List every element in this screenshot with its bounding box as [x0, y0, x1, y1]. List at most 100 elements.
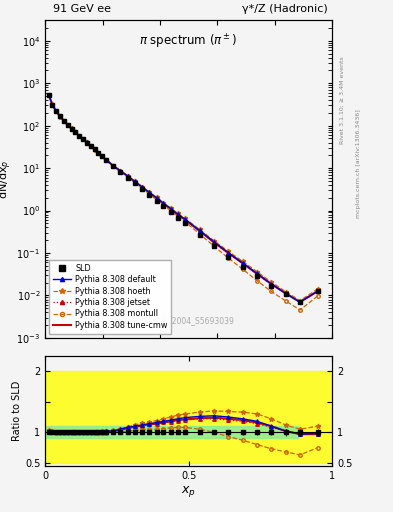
- Pythia 8.308 jetset: [140, 184, 145, 190]
- Pythia 8.308 tune-cmw: [197, 228, 202, 234]
- Pythia 8.308 default: [65, 122, 70, 128]
- Pythia 8.308 tune-cmw: [240, 260, 245, 266]
- Line: Pythia 8.308 montull: Pythia 8.308 montull: [47, 93, 320, 312]
- Pythia 8.308 montull: [154, 197, 159, 203]
- Pythia 8.308 tune-cmw: [50, 101, 55, 108]
- Pythia 8.308 tune-cmw: [226, 250, 231, 256]
- Pythia 8.308 jetset: [54, 108, 59, 114]
- Pythia 8.308 hoeth: [118, 167, 123, 174]
- Pythia 8.308 hoeth: [197, 226, 202, 232]
- Pythia 8.308 jetset: [169, 206, 173, 212]
- Pythia 8.308 montull: [69, 126, 74, 132]
- Pythia 8.308 default: [73, 129, 78, 135]
- Pythia 8.308 tune-cmw: [283, 290, 288, 296]
- Pythia 8.308 tune-cmw: [84, 139, 89, 145]
- Pythia 8.308 default: [104, 157, 108, 163]
- Pythia 8.308 montull: [175, 214, 180, 220]
- Pythia 8.308 tune-cmw: [61, 118, 66, 124]
- Pythia 8.308 default: [118, 168, 123, 174]
- Pythia 8.308 montull: [197, 231, 202, 237]
- Pythia 8.308 tune-cmw: [46, 92, 51, 98]
- Pythia 8.308 montull: [104, 157, 108, 163]
- Pythia 8.308 jetset: [61, 118, 66, 124]
- Pythia 8.308 default: [58, 113, 62, 119]
- Pythia 8.308 tune-cmw: [298, 299, 302, 305]
- Pythia 8.308 jetset: [118, 168, 123, 174]
- Pythia 8.308 default: [77, 133, 81, 139]
- Pythia 8.308 hoeth: [104, 157, 108, 163]
- Pythia 8.308 hoeth: [147, 189, 151, 195]
- Pythia 8.308 hoeth: [226, 248, 231, 254]
- Pythia 8.308 montull: [73, 130, 78, 136]
- Pythia 8.308 tune-cmw: [211, 239, 216, 245]
- Pythia 8.308 jetset: [255, 271, 259, 277]
- Pythia 8.308 montull: [46, 92, 51, 98]
- Pythia 8.308 default: [175, 211, 180, 218]
- Line: Pythia 8.308 hoeth: Pythia 8.308 hoeth: [46, 92, 320, 303]
- Pythia 8.308 hoeth: [161, 200, 166, 206]
- Pythia 8.308 default: [69, 125, 74, 132]
- Pythia 8.308 tune-cmw: [147, 189, 151, 196]
- Pythia 8.308 default: [255, 270, 259, 276]
- Pythia 8.308 jetset: [240, 261, 245, 267]
- Pythia 8.308 tune-cmw: [132, 179, 137, 185]
- Pythia 8.308 tune-cmw: [118, 168, 123, 174]
- Pythia 8.308 montull: [96, 150, 101, 156]
- Pythia 8.308 montull: [54, 108, 59, 114]
- Pythia 8.308 jetset: [211, 240, 216, 246]
- Pythia 8.308 default: [125, 173, 130, 179]
- Pythia 8.308 hoeth: [88, 143, 93, 149]
- Pythia 8.308 jetset: [50, 101, 55, 108]
- Pythia 8.308 default: [81, 136, 85, 142]
- Pythia 8.308 hoeth: [132, 178, 137, 184]
- Pythia 8.308 tune-cmw: [69, 125, 74, 132]
- Pythia 8.308 tune-cmw: [58, 113, 62, 119]
- Pythia 8.308 hoeth: [54, 108, 59, 114]
- Pythia 8.308 hoeth: [283, 289, 288, 295]
- Pythia 8.308 default: [211, 239, 216, 245]
- Pythia 8.308 tune-cmw: [81, 136, 85, 142]
- Pythia 8.308 hoeth: [100, 153, 105, 159]
- Pythia 8.308 montull: [50, 102, 55, 108]
- Pythia 8.308 hoeth: [81, 136, 85, 142]
- Pythia 8.308 tune-cmw: [104, 157, 108, 163]
- Pythia 8.308 jetset: [147, 189, 151, 196]
- Pythia 8.308 jetset: [58, 113, 62, 119]
- Line: Pythia 8.308 jetset: Pythia 8.308 jetset: [47, 93, 320, 304]
- Pythia 8.308 montull: [283, 298, 288, 304]
- Pythia 8.308 tune-cmw: [175, 211, 180, 218]
- Pythia 8.308 jetset: [77, 133, 81, 139]
- Pythia 8.308 hoeth: [46, 92, 51, 98]
- Pythia 8.308 tune-cmw: [54, 108, 59, 114]
- Pythia 8.308 tune-cmw: [183, 217, 187, 223]
- Pythia 8.308 hoeth: [77, 133, 81, 139]
- Pythia 8.308 jetset: [73, 129, 78, 135]
- Pythia 8.308 jetset: [197, 228, 202, 234]
- Pythia 8.308 montull: [240, 266, 245, 272]
- Pythia 8.308 tune-cmw: [255, 271, 259, 277]
- Pythia 8.308 montull: [183, 219, 187, 225]
- Pythia 8.308 tune-cmw: [125, 173, 130, 179]
- Pythia 8.308 jetset: [183, 217, 187, 223]
- Pythia 8.308 montull: [58, 114, 62, 120]
- Pythia 8.308 hoeth: [84, 139, 89, 145]
- Pythia 8.308 jetset: [104, 157, 108, 163]
- Pythia 8.308 jetset: [269, 281, 274, 287]
- Pythia 8.308 default: [147, 189, 151, 196]
- Pythia 8.308 default: [169, 206, 173, 212]
- Pythia 8.308 hoeth: [255, 269, 259, 275]
- Pythia 8.308 default: [183, 216, 187, 222]
- Pythia 8.308 montull: [81, 136, 85, 142]
- Pythia 8.308 hoeth: [140, 183, 145, 189]
- Pythia 8.308 montull: [65, 122, 70, 128]
- Pythia 8.308 jetset: [69, 125, 74, 132]
- Text: mcplots.cern.ch [arXiv:1306.3436]: mcplots.cern.ch [arXiv:1306.3436]: [356, 109, 361, 218]
- Pythia 8.308 default: [88, 143, 93, 149]
- Text: γ*/Z (Hadronic): γ*/Z (Hadronic): [242, 4, 328, 14]
- Pythia 8.308 jetset: [315, 288, 320, 294]
- Pythia 8.308 montull: [147, 191, 151, 197]
- Pythia 8.308 montull: [211, 243, 216, 249]
- Pythia 8.308 default: [132, 178, 137, 184]
- Pythia 8.308 montull: [298, 307, 302, 313]
- Pythia 8.308 jetset: [96, 150, 101, 156]
